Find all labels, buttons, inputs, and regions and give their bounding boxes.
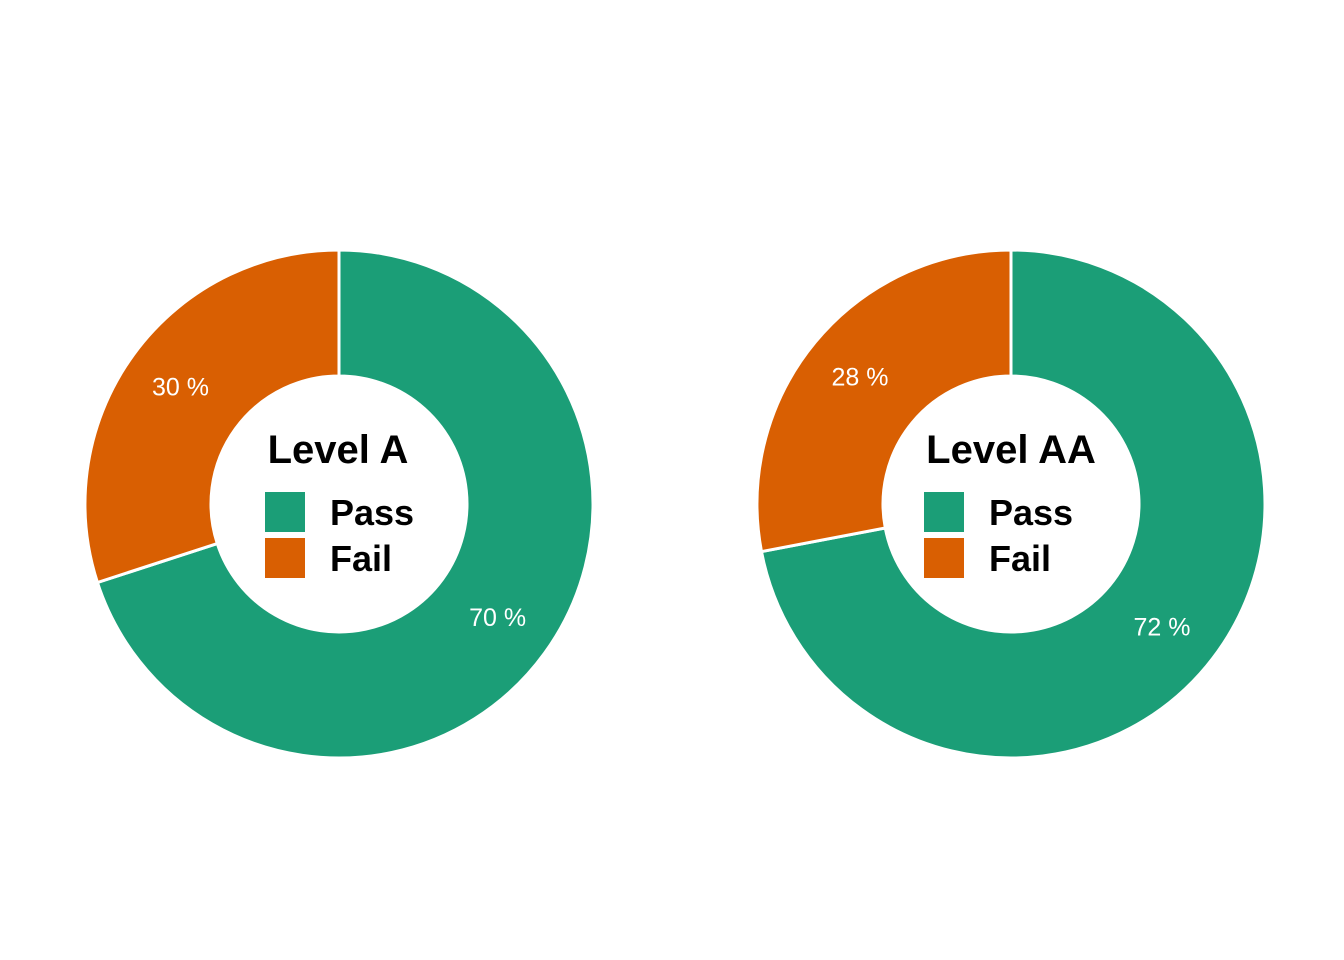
legend: Pass Fail [924, 492, 1073, 579]
chart-title: Level A [268, 428, 409, 472]
legend-label-fail: Fail [330, 538, 392, 579]
slice-pass [95, 248, 595, 760]
slice-label-pass: 70 % [469, 604, 526, 632]
chart-title: Level AA [926, 428, 1096, 472]
legend-swatch-pass [265, 492, 305, 532]
slice-label-fail: 28 % [831, 364, 888, 392]
donut-chart-level-a: 70 % 30 % Level A Pass Fail [83, 248, 595, 760]
legend-swatch-fail [265, 538, 305, 578]
slice-label-pass: 72 % [1134, 614, 1191, 642]
legend: Pass Fail [265, 492, 414, 579]
legend-swatch-fail [924, 538, 964, 578]
slice-pass [759, 248, 1267, 760]
donut-chart-level-aa: 72 % 28 % Level AA Pass Fail [755, 248, 1267, 760]
legend-label-fail: Fail [989, 538, 1051, 579]
legend-label-pass: Pass [989, 492, 1073, 533]
legend-swatch-pass [924, 492, 964, 532]
slice-fail [83, 248, 341, 585]
legend-label-pass: Pass [330, 492, 414, 533]
slice-label-fail: 30 % [152, 373, 209, 401]
slice-fail [755, 248, 1013, 554]
